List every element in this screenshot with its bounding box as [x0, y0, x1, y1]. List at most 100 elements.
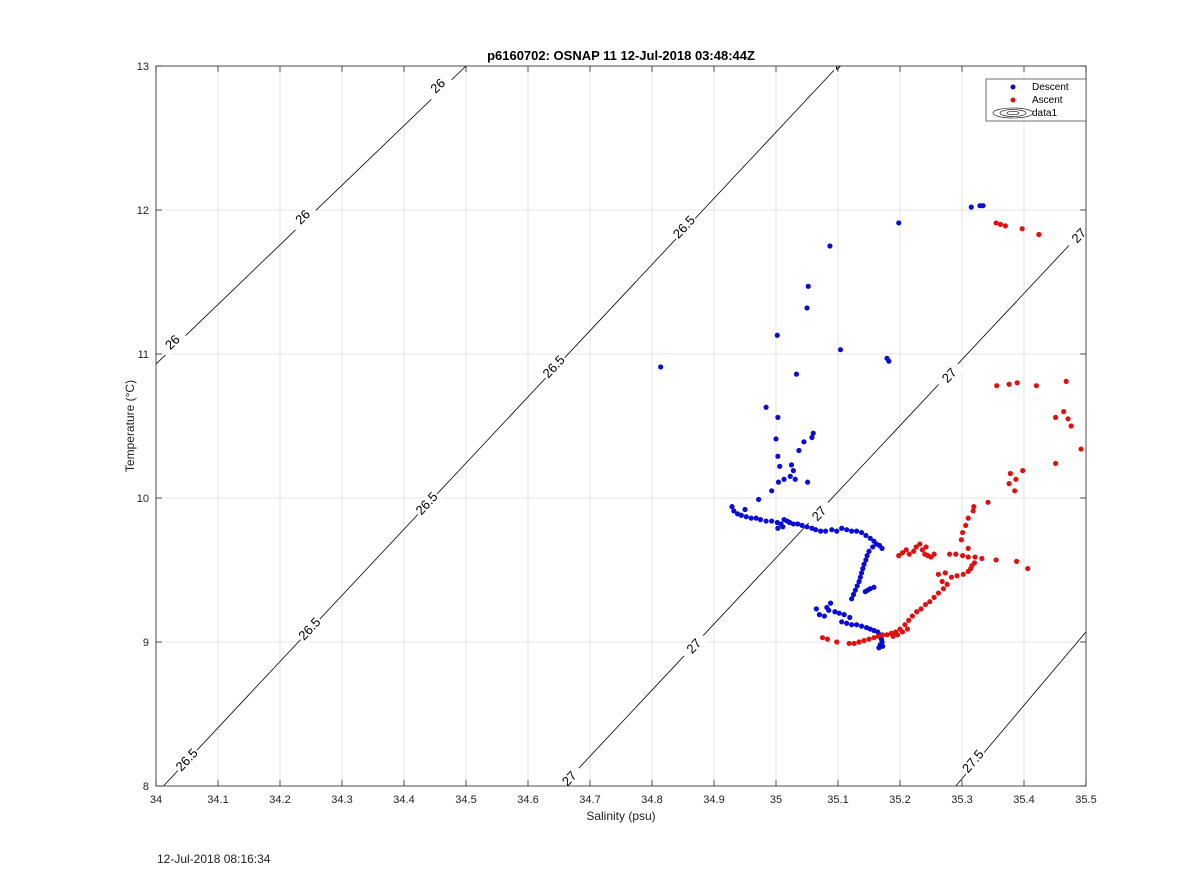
descent-point: [742, 506, 748, 513]
descent-point: [836, 610, 842, 616]
ascent-point: [965, 515, 971, 521]
contour-label-gap: [934, 360, 965, 391]
descent-point: [849, 622, 855, 628]
descent-point: [847, 614, 853, 621]
series-descent: [658, 203, 986, 651]
ascent-point: [1013, 476, 1019, 482]
x-tick-label: 34.4: [393, 794, 414, 806]
descent-point: [854, 583, 860, 589]
ascent-point: [965, 568, 971, 575]
ascent-point: [958, 537, 964, 543]
legend-data1-label: data1: [1032, 108, 1057, 119]
descent-point: [850, 591, 857, 598]
y-tick-label: 11: [138, 349, 149, 361]
ascent-point: [913, 544, 919, 550]
ascent-point: [875, 633, 881, 639]
ascent-point: [993, 557, 999, 563]
descent-point: [756, 496, 762, 503]
descent-point: [864, 553, 870, 559]
descent-point: [880, 643, 886, 649]
ascent-point: [947, 551, 953, 557]
y-tick-label: 8: [143, 781, 149, 793]
descent-point: [658, 364, 664, 370]
contour-line-26.5: [163, 66, 839, 786]
ascent-point: [985, 499, 991, 505]
ascent-point: [923, 544, 929, 550]
descent-point: [748, 515, 754, 521]
descent-point: [773, 436, 779, 442]
descent-point: [856, 578, 862, 585]
ascent-point: [914, 609, 920, 615]
ascent-point: [970, 508, 976, 514]
descent-point: [852, 587, 858, 593]
descent-point: [805, 283, 811, 289]
y-tick-label: 10: [137, 493, 149, 505]
x-tick-label: 34.5: [455, 794, 476, 806]
ascent-point: [1036, 231, 1042, 238]
ascent-point: [960, 553, 966, 559]
descent-point: [731, 508, 737, 514]
ascent-point: [1078, 446, 1084, 452]
descent-point: [769, 488, 775, 494]
descent-point: [775, 414, 781, 420]
contour-label-gap: [669, 212, 699, 243]
descent-point: [863, 557, 869, 563]
descent-point: [980, 203, 986, 209]
ascent-point: [890, 633, 896, 639]
ascent-point: [904, 626, 911, 632]
ascent-point: [979, 555, 985, 562]
legend-descent-label: Descent: [1032, 82, 1069, 93]
contour-label-26.5: 26.5: [828, 44, 856, 73]
descent-point: [858, 570, 865, 576]
ascent-point: [972, 554, 978, 560]
x-tick-label: 35.3: [951, 794, 972, 806]
descent-point: [823, 528, 829, 534]
ascent-point: [856, 639, 862, 645]
ascent-point: [834, 639, 840, 645]
ascent-point: [880, 632, 886, 638]
ascent-point: [866, 636, 872, 642]
x-tick-label: 34.3: [331, 794, 352, 806]
descent-point: [792, 476, 798, 482]
x-tick-label: 35.5: [1075, 794, 1096, 806]
ascent-point: [1068, 423, 1074, 429]
legend-ascent-label: Ascent: [1032, 95, 1063, 106]
ascent-point: [894, 632, 901, 638]
descent-point: [863, 532, 869, 539]
descent-point: [801, 439, 807, 445]
legend-contour-icon: [992, 107, 1034, 119]
descent-point: [795, 521, 801, 527]
ascent-point: [911, 548, 917, 554]
descent-point: [839, 525, 845, 531]
contour-label-gap: [804, 498, 835, 529]
descent-point: [810, 430, 816, 436]
ascent-point: [861, 637, 867, 644]
ascent-point: [1002, 223, 1009, 229]
descent-point: [763, 518, 769, 524]
x-tick-label: 35: [770, 794, 782, 806]
ascent-point: [1025, 565, 1031, 572]
ascent-point: [918, 606, 924, 612]
ascent-point: [909, 613, 916, 619]
descent-point: [834, 528, 840, 534]
descent-point: [788, 462, 795, 468]
descent-point: [844, 527, 850, 533]
descent-point: [813, 527, 819, 533]
ascent-point: [994, 383, 1000, 389]
descent-point: [729, 504, 735, 510]
descent-point: [839, 619, 845, 625]
descent-point: [860, 565, 866, 572]
descent-point: [857, 574, 863, 580]
ascent-point: [935, 571, 942, 577]
descent-point: [775, 525, 781, 531]
ascent-point: [1007, 470, 1013, 477]
descent-point: [858, 529, 865, 536]
descent-point: [743, 514, 749, 520]
plot-area: 26262626.526.526.526.526.526.52727272727…: [137, 44, 1097, 806]
contour-label-gap: [554, 763, 585, 786]
descent-point: [827, 243, 833, 249]
y-tick-label: 13: [137, 61, 149, 73]
descent-point: [804, 524, 810, 530]
descent-point: [968, 204, 974, 210]
descent-point: [757, 517, 764, 523]
